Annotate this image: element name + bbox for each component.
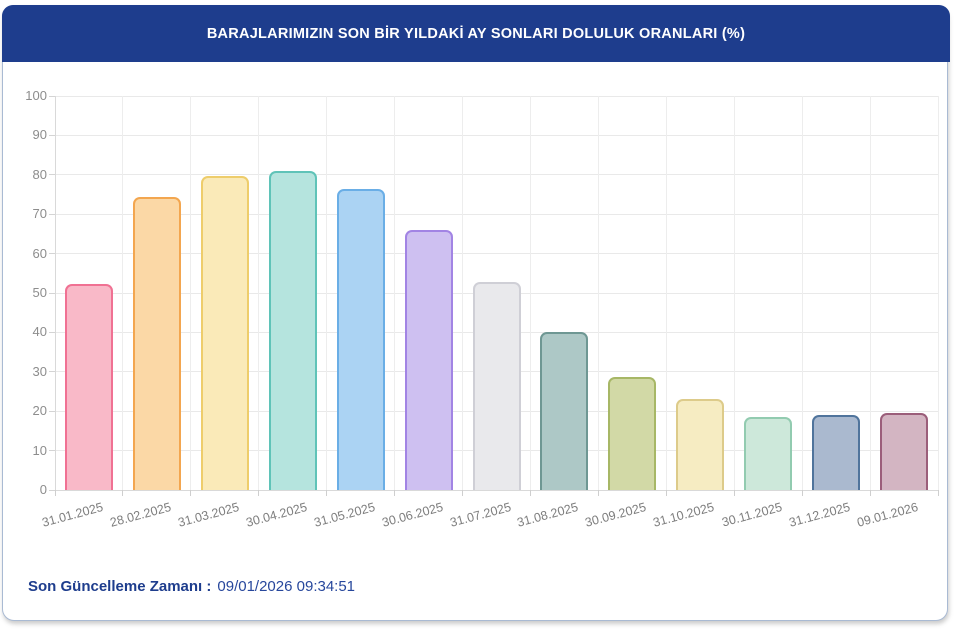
y-axis-label: 60: [32, 245, 47, 261]
x-tick-mark: [665, 490, 667, 496]
x-tick-mark: [801, 490, 803, 496]
x-gridline: [801, 96, 803, 490]
y-tick-mark: [49, 410, 55, 412]
last-update-label: Son Güncelleme Zamanı :: [28, 578, 212, 595]
x-gridline: [394, 96, 396, 490]
x-tick-mark: [190, 490, 192, 496]
bar-31.12.2025[interactable]: [812, 415, 861, 490]
bar-09.01.2026[interactable]: [880, 413, 929, 490]
x-gridline: [937, 96, 939, 490]
y-axis-label: 20: [32, 403, 47, 419]
y-tick-mark: [49, 331, 55, 333]
bar-30.09.2025[interactable]: [608, 376, 657, 490]
x-tick-mark: [597, 490, 599, 496]
y-axis-label: 10: [32, 442, 47, 458]
bar-31.01.2025[interactable]: [64, 284, 113, 490]
x-gridline: [462, 96, 464, 490]
x-tick-mark: [733, 490, 735, 496]
bar-31.08.2025[interactable]: [540, 331, 589, 490]
x-gridline: [258, 96, 260, 490]
x-tick-mark: [54, 490, 56, 496]
x-gridline: [529, 96, 531, 490]
x-gridline: [190, 96, 192, 490]
y-tick-mark: [49, 95, 55, 97]
y-tick-mark: [49, 489, 55, 491]
y-tick-mark: [49, 371, 55, 373]
chart-title: BARAJLARIMIZIN SON BİR YILDAKİ AY SONLAR…: [206, 25, 746, 42]
y-axis-label: 90: [32, 127, 47, 143]
y-tick-mark: [49, 450, 55, 452]
x-tick-mark: [394, 490, 396, 496]
y-gridline: [55, 174, 938, 176]
x-tick-mark: [462, 490, 464, 496]
bar-30.11.2025[interactable]: [744, 416, 793, 490]
x-tick-mark: [326, 490, 328, 496]
y-axis-label: 40: [32, 324, 47, 340]
x-gridline: [326, 96, 328, 490]
y-axis-label: 0: [39, 482, 47, 497]
y-axis-label: 80: [32, 166, 47, 182]
y-axis-label: 70: [32, 206, 47, 222]
card-header: BARAJLARIMIZIN SON BİR YILDAKİ AY SONLAR…: [2, 5, 950, 62]
y-axis-label: 100: [25, 88, 47, 103]
y-gridline: [55, 213, 938, 215]
y-axis-label: 30: [32, 363, 47, 379]
y-tick-mark: [49, 253, 55, 255]
bar-30.06.2025[interactable]: [404, 230, 453, 490]
bar-31.10.2025[interactable]: [676, 399, 725, 490]
bar-31.05.2025[interactable]: [336, 189, 385, 490]
x-gridline: [665, 96, 667, 490]
plot-area: 0 10 20 30 40 50 60 70 80 90 100 31.01.2025 28.02.20…: [25, 88, 939, 530]
y-axis-label: 50: [32, 285, 47, 300]
y-gridline: [55, 95, 938, 97]
last-update-status: Son Güncelleme Zamanı : 09/01/2026 09:34:…: [28, 578, 355, 595]
y-gridline: [55, 134, 938, 136]
y-tick-mark: [49, 134, 55, 136]
bar-30.04.2025[interactable]: [268, 170, 317, 490]
bar-31.03.2025[interactable]: [200, 176, 249, 490]
y-tick-mark: [49, 292, 55, 294]
x-gridline: [869, 96, 871, 490]
x-tick-mark: [122, 490, 124, 496]
y-tick-mark: [49, 174, 55, 176]
last-update-value: 09/01/2026 09:34:51: [217, 578, 356, 595]
y-gridline: [55, 253, 938, 255]
y-gridline: [55, 489, 938, 491]
dam-occupancy-card: BARAJLARIMIZIN SON BİR YILDAKİ AY SONLAR…: [2, 5, 950, 621]
y-axis-line: [54, 96, 56, 490]
x-tick-mark: [869, 490, 871, 496]
y-tick-mark: [49, 213, 55, 215]
bar-28.02.2025[interactable]: [132, 197, 181, 490]
x-tick-mark: [529, 490, 531, 496]
x-tick-mark: [258, 490, 260, 496]
x-gridline: [122, 96, 124, 490]
bar-31.07.2025[interactable]: [472, 281, 521, 490]
x-gridline: [733, 96, 735, 490]
x-gridline: [597, 96, 599, 490]
x-tick-mark: [937, 490, 939, 496]
